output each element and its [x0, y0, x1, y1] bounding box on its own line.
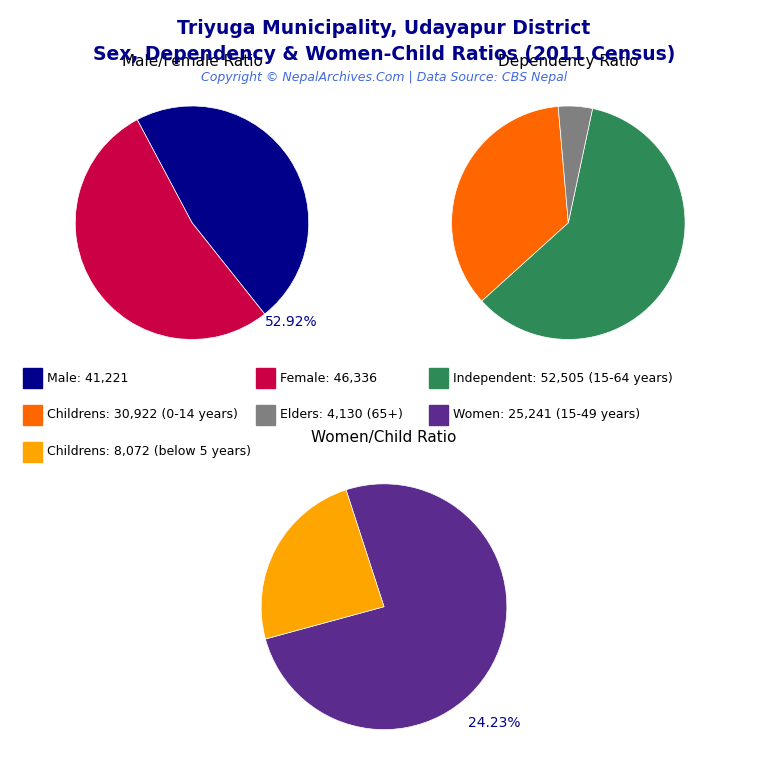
Bar	[429, 405, 448, 425]
Bar	[23, 368, 41, 388]
Wedge shape	[137, 106, 309, 314]
Text: 35.32%: 35.32%	[0, 767, 1, 768]
Text: 59.97%: 59.97%	[0, 767, 1, 768]
Wedge shape	[266, 484, 507, 730]
Wedge shape	[75, 120, 265, 339]
Text: 24.23%: 24.23%	[468, 717, 521, 730]
Text: Childrens: 8,072 (below 5 years): Childrens: 8,072 (below 5 years)	[47, 445, 251, 458]
Text: Sex, Dependency & Women-Child Ratios (2011 Census): Sex, Dependency & Women-Child Ratios (20…	[93, 45, 675, 64]
Title: Dependency Ratio: Dependency Ratio	[498, 54, 639, 68]
Title: Women/Child Ratio: Women/Child Ratio	[311, 430, 457, 445]
Text: Women: 25,241 (15-49 years): Women: 25,241 (15-49 years)	[453, 409, 641, 422]
Text: Triyuga Municipality, Udayapur District: Triyuga Municipality, Udayapur District	[177, 19, 591, 38]
Title: Male/Female Ratio: Male/Female Ratio	[121, 54, 263, 68]
Text: Male: 41,221: Male: 41,221	[47, 372, 128, 385]
Wedge shape	[482, 108, 685, 339]
Wedge shape	[261, 490, 384, 639]
Text: Copyright © NepalArchives.Com | Data Source: CBS Nepal: Copyright © NepalArchives.Com | Data Sou…	[201, 71, 567, 84]
Wedge shape	[452, 107, 568, 301]
Text: 52.92%: 52.92%	[265, 315, 317, 329]
Text: 47.08%: 47.08%	[0, 767, 1, 768]
Text: Childrens: 30,922 (0-14 years): Childrens: 30,922 (0-14 years)	[47, 409, 237, 422]
Text: 4.72%: 4.72%	[0, 767, 1, 768]
Bar	[429, 368, 448, 388]
Wedge shape	[558, 106, 593, 223]
Text: Independent: 52,505 (15-64 years): Independent: 52,505 (15-64 years)	[453, 372, 673, 385]
Bar	[23, 442, 41, 462]
Bar	[256, 368, 275, 388]
Text: 75.77%: 75.77%	[0, 767, 1, 768]
Bar	[23, 405, 41, 425]
Text: Female: 46,336: Female: 46,336	[280, 372, 377, 385]
Bar	[256, 405, 275, 425]
Text: Elders: 4,130 (65+): Elders: 4,130 (65+)	[280, 409, 403, 422]
